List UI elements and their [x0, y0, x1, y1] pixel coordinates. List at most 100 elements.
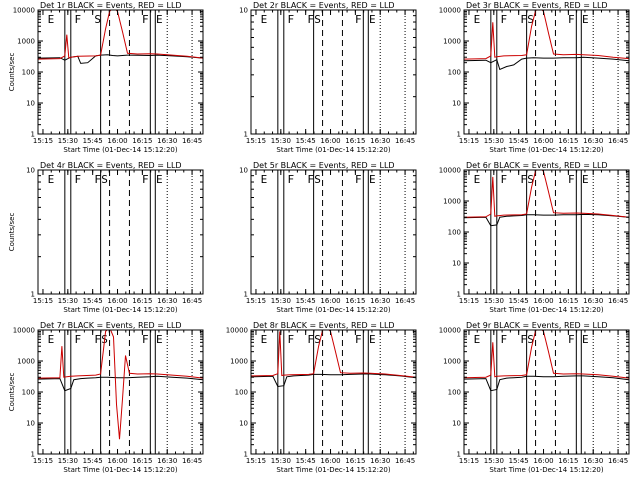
- y-tick-label: 10000: [13, 327, 35, 335]
- x-tick-label: 15:30: [271, 457, 291, 465]
- y-tick-label: 1: [244, 131, 248, 139]
- x-tick-label: 16:15: [132, 457, 152, 465]
- event-marker-label: E: [48, 13, 55, 26]
- x-axis-label: Start Time (01-Dec-14 15:12:20): [489, 306, 603, 314]
- panel-title: Det 8r BLACK = Events, RED = LLD: [253, 321, 395, 330]
- x-tick-label: 16:45: [608, 297, 628, 305]
- event-marker-label: E: [474, 173, 481, 186]
- y-tick-label: 1000: [17, 358, 35, 366]
- detector-panel: Det 6r BLACK = Events, RED = LLD E F F S F E 1 1…: [426, 160, 639, 320]
- y-tick-label: 1: [244, 291, 248, 299]
- plot-frame: [250, 329, 417, 455]
- event-marker-label: F: [142, 173, 149, 186]
- x-tick-label: 16:45: [395, 137, 415, 145]
- panel-title: Det 3r BLACK = Events, RED = LLD: [466, 1, 608, 10]
- x-tick-label: 15:15: [246, 137, 266, 145]
- lld-series-line: [38, 10, 203, 60]
- event-marker-label: F: [94, 173, 101, 186]
- x-tick-label: 15:30: [58, 297, 78, 305]
- x-axis-label: Start Time (01-Dec-14 15:12:20): [276, 146, 390, 154]
- x-tick-label: 15:45: [83, 457, 103, 465]
- plot-frame: [37, 9, 204, 135]
- x-tick-label: 15:30: [484, 457, 504, 465]
- event-marker-label: E: [261, 333, 268, 346]
- x-tick-label: 15:30: [58, 137, 78, 145]
- x-tick-label: 15:15: [246, 297, 266, 305]
- plot-frame: [37, 329, 204, 455]
- y-tick-label: 1000: [443, 198, 461, 206]
- x-tick-label: 16:45: [182, 457, 202, 465]
- y-tick-label: 1: [244, 451, 248, 459]
- x-tick-label: 15:45: [296, 297, 316, 305]
- detector-panel: Det 2r BLACK = Events, RED = LLD E F F S F E 1 1…: [213, 0, 426, 160]
- panel-title: Det 9r BLACK = Events, RED = LLD: [466, 321, 608, 330]
- event-marker-label: S: [527, 173, 534, 186]
- x-tick-label: 16:00: [320, 457, 340, 465]
- event-marker-label: E: [48, 173, 55, 186]
- x-axis-label: Start Time (01-Dec-14 15:12:20): [489, 466, 603, 474]
- y-tick-label: 10000: [439, 7, 461, 15]
- x-tick-label: 15:30: [484, 297, 504, 305]
- x-tick-label: 16:30: [157, 457, 177, 465]
- x-tick-label: 16:00: [533, 297, 553, 305]
- event-marker-label: E: [582, 333, 589, 346]
- y-tick-label: 1: [31, 131, 35, 139]
- event-marker-label: F: [307, 173, 314, 186]
- x-axis-label: Start Time (01-Dec-14 15:12:20): [276, 466, 390, 474]
- events-series-line: [251, 373, 416, 388]
- y-axis-label: Counts/sec: [8, 373, 16, 412]
- plot-frame: [250, 9, 417, 135]
- events-series-line: [464, 375, 629, 392]
- event-marker-label: F: [355, 173, 362, 186]
- x-tick-label: 16:15: [345, 137, 365, 145]
- x-tick-label: 15:15: [459, 297, 479, 305]
- x-tick-label: 16:00: [107, 297, 127, 305]
- x-tick-label: 16:45: [182, 137, 202, 145]
- event-marker-label: S: [527, 333, 534, 346]
- event-marker-label: F: [287, 173, 294, 186]
- x-tick-label: 15:30: [484, 137, 504, 145]
- event-marker-label: S: [94, 13, 101, 26]
- event-marker-label: F: [74, 333, 81, 346]
- y-tick-label: 10: [452, 100, 461, 108]
- plot-frame: [37, 169, 204, 295]
- x-tick-label: 16:30: [583, 137, 603, 145]
- lld-series-line: [251, 330, 416, 378]
- x-tick-label: 16:15: [345, 457, 365, 465]
- x-tick-label: 15:30: [271, 297, 291, 305]
- events-series-line: [464, 56, 629, 71]
- y-tick-label: 100: [22, 389, 35, 397]
- event-marker-label: F: [568, 13, 575, 26]
- y-tick-label: 10000: [439, 327, 461, 335]
- event-marker-label: S: [314, 13, 321, 26]
- y-tick-label: 1: [457, 291, 461, 299]
- y-axis-label: Counts/sec: [8, 213, 16, 252]
- detector-panel: Det 1r BLACK = Events, RED = LLD E F S F E 1 10…: [0, 0, 213, 160]
- x-tick-label: 16:30: [370, 457, 390, 465]
- y-tick-label: 10: [26, 100, 35, 108]
- x-axis-label: Start Time (01-Dec-14 15:12:20): [276, 306, 390, 314]
- x-tick-label: 15:30: [271, 137, 291, 145]
- event-marker-label: F: [74, 13, 81, 26]
- event-marker-label: F: [307, 13, 314, 26]
- lld-series-line: [464, 10, 629, 60]
- event-marker-label: F: [500, 13, 507, 26]
- lld-series-line: [464, 330, 629, 379]
- detector-panel: Det 3r BLACK = Events, RED = LLD E F F S F E 1 1…: [426, 0, 639, 160]
- x-tick-label: 16:30: [157, 297, 177, 305]
- lld-series-line: [38, 330, 203, 440]
- event-marker-label: F: [287, 13, 294, 26]
- event-marker-label: E: [369, 13, 376, 26]
- event-marker-label: F: [355, 13, 362, 26]
- y-tick-label: 10: [452, 260, 461, 268]
- y-tick-label: 100: [448, 229, 461, 237]
- x-tick-label: 15:45: [509, 137, 529, 145]
- detector-panel: Det 7r BLACK = Events, RED = LLD E F F S F E 1 1…: [0, 320, 213, 480]
- event-marker-label: S: [314, 173, 321, 186]
- y-tick-label: 1: [31, 291, 35, 299]
- x-tick-label: 15:45: [509, 297, 529, 305]
- event-marker-label: F: [520, 333, 527, 346]
